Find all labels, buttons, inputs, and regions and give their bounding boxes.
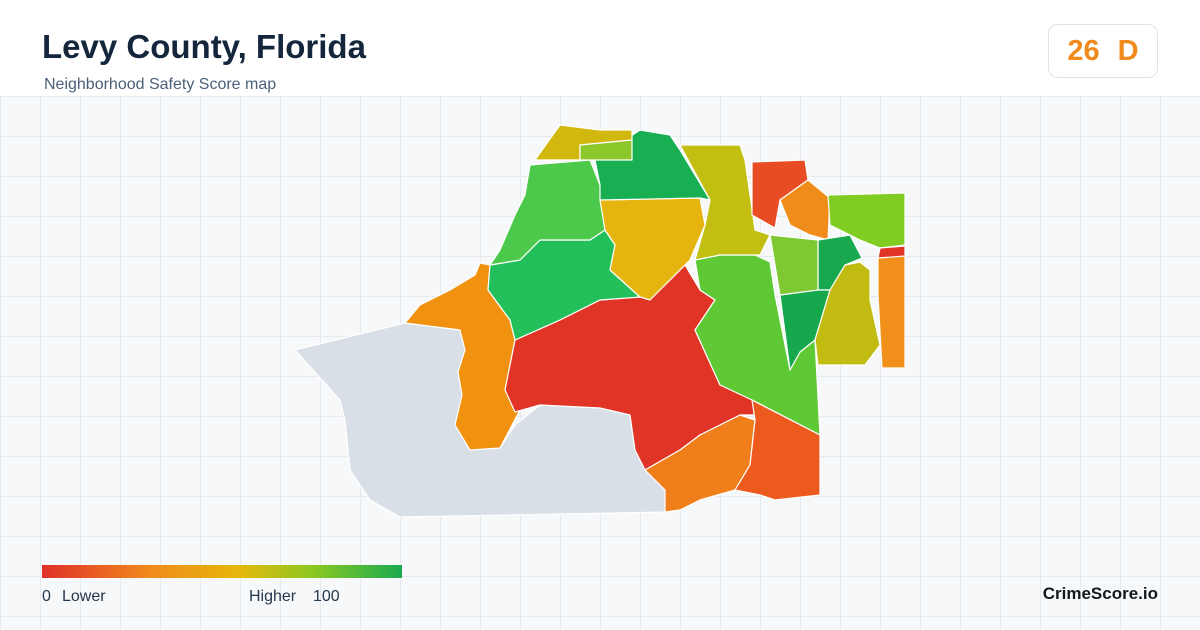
grade: D	[1117, 34, 1139, 67]
title: Levy County, Florida	[42, 28, 366, 65]
region	[814, 261, 881, 366]
legend-max: 100	[313, 588, 340, 605]
legend-gradient	[42, 565, 402, 578]
region	[734, 399, 821, 501]
subtitle: Neighborhood Safety Score map	[44, 76, 277, 93]
legend-min-label: Lower	[62, 588, 106, 605]
score-badge: 26 D	[1048, 24, 1158, 78]
region	[599, 197, 706, 301]
region	[679, 144, 771, 261]
region	[769, 234, 819, 296]
legend-min: 0	[42, 588, 51, 605]
header: Levy County, Florida Neighborhood Safety…	[0, 0, 1200, 96]
region	[877, 245, 906, 259]
region	[579, 139, 633, 161]
legend-max-label: Higher	[249, 588, 297, 605]
region	[877, 254, 906, 369]
score: 26	[1067, 34, 1100, 67]
brand: CrimeScore.io	[1042, 584, 1158, 603]
